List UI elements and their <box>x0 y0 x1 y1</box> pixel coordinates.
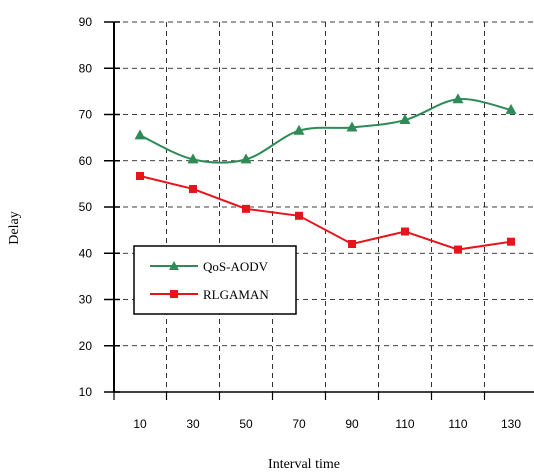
x-tick-label-4: 90 <box>345 417 359 431</box>
point-rlgaman-7 <box>507 237 515 246</box>
point-qos-aodv-1 <box>187 153 199 164</box>
x-tick-label-1: 30 <box>186 417 200 431</box>
point-rlgaman-2 <box>242 204 250 213</box>
y-tick-label-40: 40 <box>79 246 93 260</box>
point-qos-aodv-4 <box>346 121 358 132</box>
legend-marker-rlgaman <box>170 290 178 298</box>
point-qos-aodv-0 <box>134 129 146 140</box>
legend-marker-qos-aodv <box>169 261 179 270</box>
series-group <box>134 93 517 254</box>
y-axis-title: Delay <box>7 211 22 244</box>
x-tick-label-2: 50 <box>239 417 253 431</box>
grid-lines <box>114 21 534 392</box>
axes <box>104 21 534 400</box>
x-tick-label-7: 130 <box>501 417 521 431</box>
legend-label-rlgaman: RLGAMAN <box>203 287 269 302</box>
x-tick-label-3: 70 <box>292 417 306 431</box>
y-tick-label-80: 80 <box>79 61 93 75</box>
point-rlgaman-3 <box>295 211 303 220</box>
y-tick-label-10: 10 <box>79 385 93 399</box>
x-tick-label-5: 110 <box>395 417 414 431</box>
x-axis-title: Interval time <box>268 457 340 472</box>
legend-label-qos-aodv: QoS-AODV <box>203 259 269 274</box>
tick-labels: 10 20 30 40 50 60 70 80 90 10 30 50 70 90 110 110 130 <box>79 15 522 431</box>
point-qos-aodv-7 <box>505 103 517 114</box>
point-rlgaman-6 <box>454 245 462 254</box>
legend: QoS-AODV RLGAMAN <box>133 245 297 315</box>
point-qos-aodv-2 <box>240 153 252 164</box>
y-tick-label-50: 50 <box>79 200 93 214</box>
series-line-rlgaman <box>139 175 512 251</box>
y-tick-label-70: 70 <box>79 108 93 122</box>
y-tick-label-20: 20 <box>79 339 93 353</box>
x-tick-label-6: 110 <box>448 417 467 431</box>
point-qos-aodv-6 <box>452 93 464 104</box>
point-rlgaman-0 <box>136 172 144 181</box>
point-rlgaman-4 <box>348 240 356 248</box>
y-tick-label-30: 30 <box>79 293 93 307</box>
legend-box <box>133 245 297 315</box>
y-tick-label-60: 60 <box>79 154 93 168</box>
y-tick-label-90: 90 <box>79 15 93 29</box>
point-rlgaman-5 <box>401 227 409 236</box>
point-rlgaman-1 <box>189 184 197 193</box>
point-qos-aodv-3 <box>293 124 305 135</box>
series-line-qos-aodv <box>139 98 512 164</box>
point-qos-aodv-5 <box>399 114 411 125</box>
x-tick-label-0: 10 <box>133 417 147 431</box>
